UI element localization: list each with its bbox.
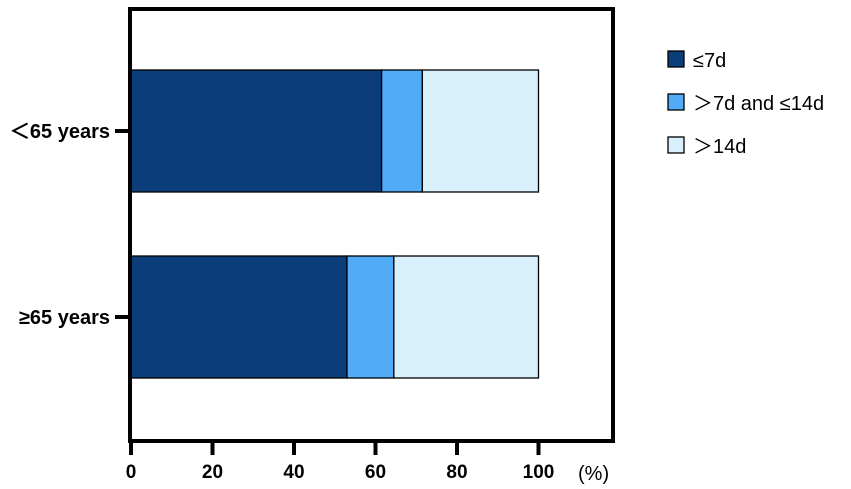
y-tick-label: ＜65 years: [10, 121, 110, 143]
bar-segment: [130, 69, 383, 193]
x-tick-label: 0: [126, 462, 137, 483]
x-tick-label: 100: [523, 462, 555, 483]
legend-swatch: [667, 50, 685, 68]
y-axis: ＜65 years ≥65 years: [10, 121, 130, 329]
legend-swatch: [667, 93, 685, 111]
legend: ≤7d ＞7d and ≤14d ＞14d: [667, 50, 824, 158]
bar-segment: [393, 255, 540, 379]
legend-label: ＞14d: [693, 136, 746, 158]
legend-label: ＞7d and ≤14d: [693, 93, 824, 115]
x-tick-label: 80: [446, 462, 467, 483]
bar-segment: [421, 69, 540, 193]
x-tick-label: 20: [202, 462, 223, 483]
bar-segment: [380, 69, 424, 193]
x-axis: 0 20 40 60 80 100 (%): [126, 441, 609, 485]
bars-layer: [130, 69, 540, 379]
legend-label: ≤7d: [693, 50, 726, 72]
y-tick-label: ≥65 years: [19, 307, 110, 329]
legend-swatch: [667, 136, 685, 154]
plot-frame: [128, 7, 615, 443]
bar-segment: [130, 255, 348, 379]
x-tick-label: 40: [283, 462, 304, 483]
bar-segment: [346, 255, 395, 379]
x-tick-label: 60: [365, 462, 386, 483]
x-unit-label: (%): [578, 463, 609, 485]
